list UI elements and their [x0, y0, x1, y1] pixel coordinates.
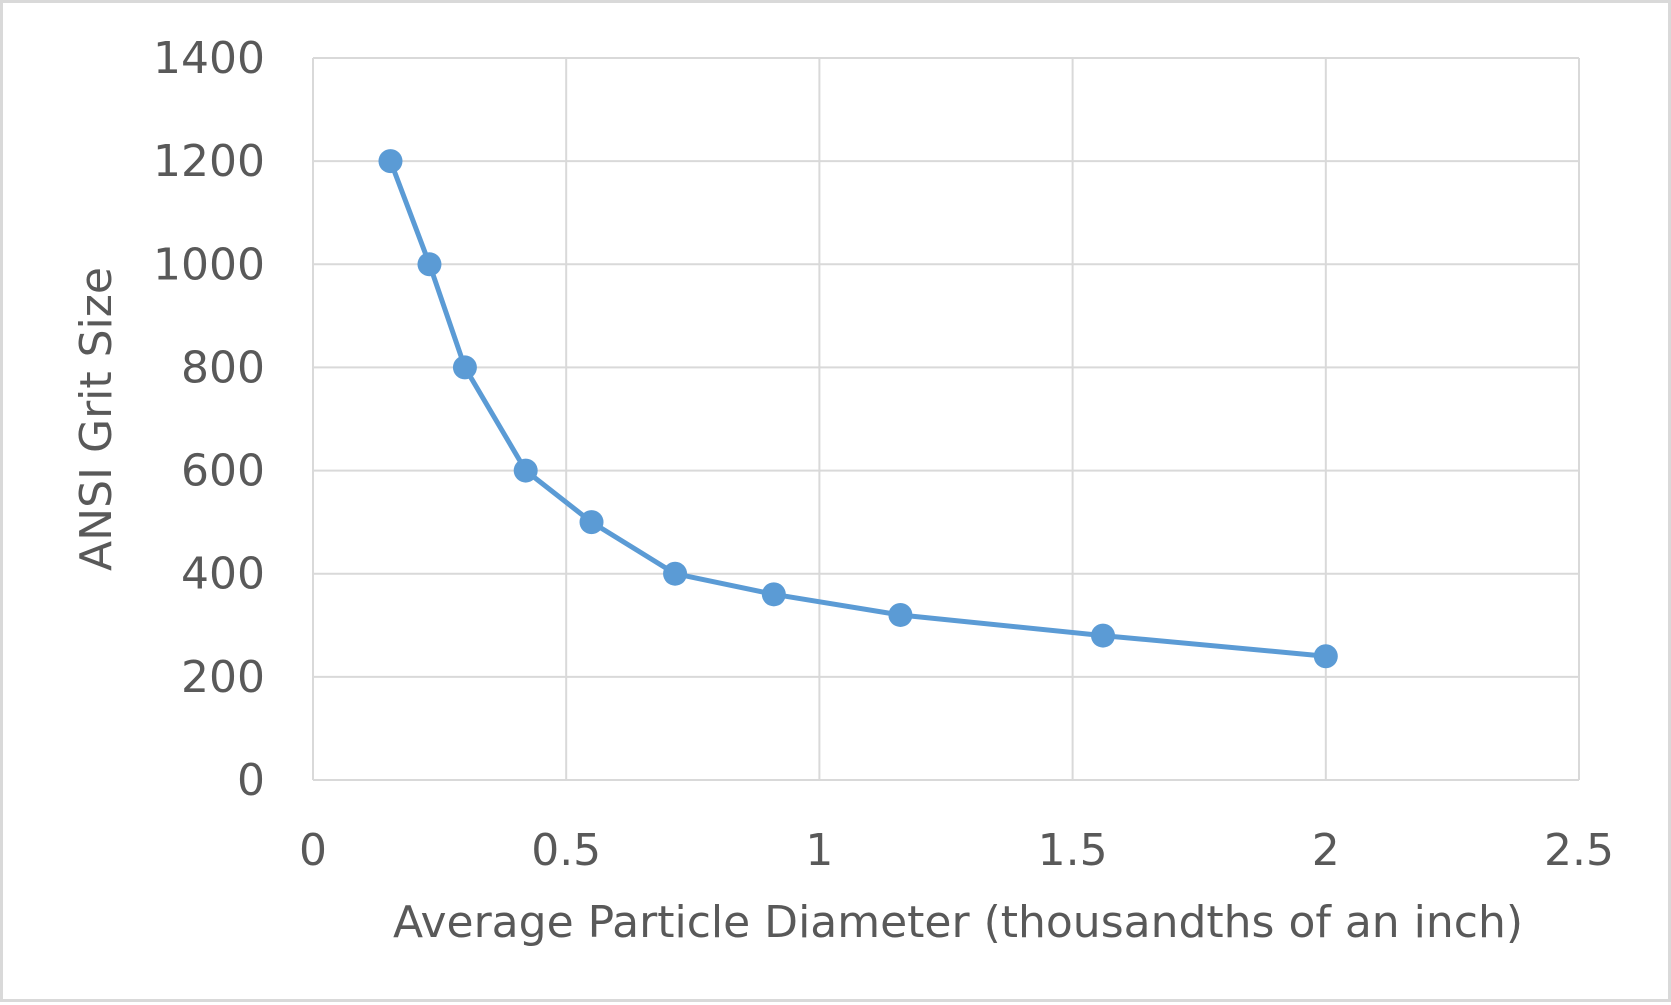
y-tick-label: 200 [181, 652, 265, 703]
y-tick-label: 1400 [153, 33, 265, 84]
series-line [388, 158, 1329, 659]
series [378, 149, 1338, 669]
data-point [417, 252, 442, 277]
data-point [761, 582, 786, 607]
data-point [513, 458, 538, 483]
x-tick-label: 2.5 [1544, 825, 1614, 876]
x-axis-title: Average Particle Diameter (thousandths o… [393, 897, 1523, 948]
y-tick-label: 1000 [153, 239, 265, 290]
data-point [663, 561, 688, 586]
data-point [378, 149, 403, 174]
x-tick-label: 0.5 [531, 825, 601, 876]
x-tick-label: 1.5 [1038, 825, 1108, 876]
y-tick-label: 0 [237, 755, 265, 806]
data-point [1313, 644, 1338, 669]
y-tick-label: 600 [181, 446, 265, 497]
data-point [888, 602, 913, 627]
chart: 0 200 400 600 800 1000 1200 1400 0 0.5 1 1.5 2 2.5 Av… [71, 33, 1614, 948]
data-point [579, 510, 604, 535]
gridlines [312, 57, 1580, 781]
y-tick-label: 400 [181, 549, 265, 600]
data-point [452, 355, 477, 380]
y-axis-title: ANSI Grit Size [71, 267, 122, 571]
data-point [1090, 623, 1115, 648]
y-tick-label: 1200 [153, 136, 265, 187]
axes: 0 200 400 600 800 1000 1200 1400 0 0.5 1 1.5 2 2.5 [153, 33, 1614, 876]
x-tick-label: 1 [805, 825, 833, 876]
x-tick-label: 0 [299, 825, 327, 876]
y-tick-label: 800 [181, 342, 265, 393]
x-tick-label: 2 [1312, 825, 1340, 876]
